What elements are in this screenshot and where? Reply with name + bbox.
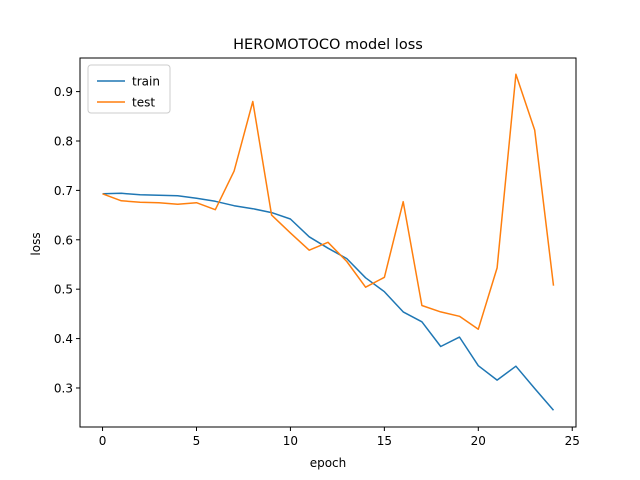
chart-title: HEROMOTOCO model loss [233,37,423,53]
x-tick-label: 20 [471,434,486,448]
y-tick-label: 0.3 [54,381,73,395]
x-tick-label: 25 [565,434,580,448]
y-tick-label: 0.7 [54,184,73,198]
series-line-test [102,73,555,330]
legend-box [87,64,171,114]
y-tick-label: 0.9 [54,85,73,99]
y-tick-label: 0.6 [54,233,73,247]
x-axis-label: epoch [310,456,347,470]
axis-ticks: 0 5 10 15 20 25 0.3 0.4 0.5 0.6 0.7 0.8 0.9 [54,85,580,448]
series-lines [102,73,555,411]
x-tick-label: 0 [99,434,107,448]
y-tick-label: 0.8 [54,134,73,148]
series-line-train [102,192,555,411]
legend: train test [87,64,171,114]
legend-label-train: train [132,75,160,89]
x-tick-label: 5 [193,434,201,448]
legend-label-test: test [132,96,155,110]
y-tick-label: 0.4 [54,332,73,346]
x-tick-label: 10 [283,434,298,448]
x-tick-label: 15 [377,434,392,448]
y-axis-label: loss [29,232,43,255]
y-tick-label: 0.5 [54,283,73,297]
plot-frame [79,57,577,428]
